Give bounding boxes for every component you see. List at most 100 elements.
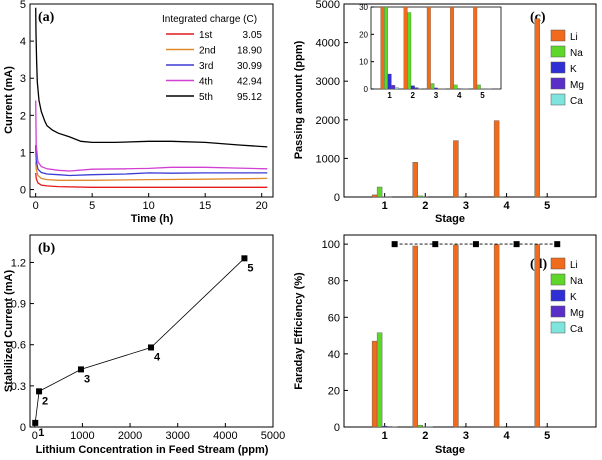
legend-label: Ca xyxy=(570,324,583,335)
y-tick-label: 3000 xyxy=(316,76,340,88)
legend-swatch xyxy=(550,321,566,334)
legend-swatch xyxy=(550,257,566,270)
legend-name: 2nd xyxy=(199,46,216,57)
y-tick-label: 4 xyxy=(20,36,26,48)
bar-Li-stage-3 xyxy=(453,244,459,428)
point-label: 3 xyxy=(84,373,90,385)
y-tick-label: 0.6 xyxy=(11,340,26,352)
bar-Li-stage-2 xyxy=(412,162,418,198)
panel-a-xlabel: Time (h) xyxy=(131,213,174,225)
total-efficiency-point xyxy=(391,241,398,248)
total-efficiency-point xyxy=(513,241,520,248)
inset-y-tick-label: 0 xyxy=(364,85,369,94)
x-tick-label: 5 xyxy=(89,200,95,212)
legend-name: 1st xyxy=(199,30,213,41)
x-tick-label: 1 xyxy=(382,200,388,212)
y-tick-label: 3 xyxy=(20,73,26,85)
inset-bar-Li-stage-3 xyxy=(426,6,431,90)
panel-c-ylabel: Passing amount (ppm) xyxy=(293,40,305,159)
series-line-4th xyxy=(35,100,268,172)
inset-bar-Na-stage-1 xyxy=(384,6,388,90)
legend-label: Na xyxy=(570,48,583,59)
data-point xyxy=(148,344,155,351)
bar-Li-stage-4 xyxy=(493,244,500,428)
x-tick-label: 3 xyxy=(463,200,469,212)
legend-name: 5th xyxy=(199,92,213,103)
panel-b-frame xyxy=(29,234,274,428)
inset-bar-K-stage-1 xyxy=(387,73,392,90)
y-tick-label: 80 xyxy=(328,276,340,288)
panel-a: (a) Time (h) Current (mA) Integrated cha… xyxy=(3,0,274,225)
x-tick-label: 1000 xyxy=(70,430,94,442)
inset-bar-K-stage-2 xyxy=(410,85,415,90)
legend-value: 30.99 xyxy=(237,61,262,72)
bar-Li-stage-5 xyxy=(534,18,540,198)
y-tick-label: 5 xyxy=(20,0,26,11)
y-tick-label: 0.9 xyxy=(11,299,26,311)
y-tick-label: 100 xyxy=(322,239,340,251)
inset-bar-Ca-stage-1 xyxy=(394,87,399,90)
y-tick-label: 0 xyxy=(334,422,340,434)
panel-c: (c) Stage Passing amount (ppm) 1 2 3 4 50100… xyxy=(293,0,597,225)
inset-bar-Li-stage-5 xyxy=(473,6,478,90)
inset-y-tick-label: 20 xyxy=(359,30,368,39)
y-tick-label: 5000 xyxy=(316,0,340,11)
series-line-1st xyxy=(35,172,268,188)
x-tick-label: 3 xyxy=(463,430,469,442)
x-tick-label: 5 xyxy=(544,200,550,212)
y-tick-label: 0.3 xyxy=(11,381,26,393)
x-tick-label: 4 xyxy=(504,200,511,212)
bar-Li-stage-1 xyxy=(371,194,378,198)
x-tick-label: 15 xyxy=(199,200,211,212)
legend-swatch xyxy=(550,289,566,302)
inset-bar-Na-stage-4 xyxy=(453,84,458,90)
inset-bar-Li-stage-4 xyxy=(450,6,454,90)
inset-y-tick-label: 30 xyxy=(359,3,368,12)
y-tick-label: 0 xyxy=(334,192,340,204)
legend-label: K xyxy=(570,292,577,303)
legend-swatch xyxy=(550,77,566,90)
x-tick-label: 10 xyxy=(143,200,155,212)
panel-a-label: (a) xyxy=(38,10,55,25)
legend-swatch xyxy=(550,29,566,42)
data-point xyxy=(77,366,84,373)
data-point xyxy=(32,419,39,426)
bar-Na-stage-1 xyxy=(376,332,383,428)
legend-label: Li xyxy=(570,32,578,43)
inset-bar-Li-stage-2 xyxy=(403,6,408,90)
total-efficiency-point xyxy=(432,241,439,248)
bar-Li-stage-5 xyxy=(534,244,540,428)
y-tick-label: 20 xyxy=(328,385,340,397)
data-point xyxy=(241,255,248,262)
inset-bar-K-stage-3 xyxy=(434,87,438,90)
legend-swatch xyxy=(550,305,566,318)
panel-a-ylabel: Current (mA) xyxy=(3,66,15,134)
inset-y-tick-label: 10 xyxy=(359,58,368,67)
legend-value: 18.90 xyxy=(237,46,262,57)
panel-d: (d) Stage Faraday Efficiency (%) 1234502… xyxy=(293,234,597,456)
bar-Li-stage-4 xyxy=(493,120,500,198)
total-efficiency-point xyxy=(554,241,561,248)
inset-x-tick-label: 2 xyxy=(411,91,416,100)
x-tick-label: 4 xyxy=(504,430,511,442)
panel-d-ylabel: Faraday Efficiency (%) xyxy=(293,272,305,390)
legend-value: 42.94 xyxy=(237,77,262,88)
panel-c-label: (c) xyxy=(530,10,546,25)
point-label: 2 xyxy=(42,395,48,407)
bar-Na-stage-2 xyxy=(417,425,423,428)
connecting-line xyxy=(34,258,245,423)
y-tick-label: 60 xyxy=(328,312,340,324)
series-line-5th xyxy=(35,7,268,148)
x-tick-label: 0 xyxy=(32,430,38,442)
bar-Na-stage-3 xyxy=(458,426,464,428)
panel-b-ylabel: Stabilized Current (mA) xyxy=(3,270,15,393)
legend-swatch xyxy=(550,61,566,74)
bar-Mg-stage-1 xyxy=(386,426,393,428)
x-tick-label: 3000 xyxy=(165,430,189,442)
y-tick-label: 2000 xyxy=(316,115,340,127)
inset-bar-K-stage-4 xyxy=(457,88,462,90)
x-tick-label: 0 xyxy=(33,200,39,212)
panel-c-frame xyxy=(343,3,597,198)
panel-b-label: (b) xyxy=(38,241,55,256)
